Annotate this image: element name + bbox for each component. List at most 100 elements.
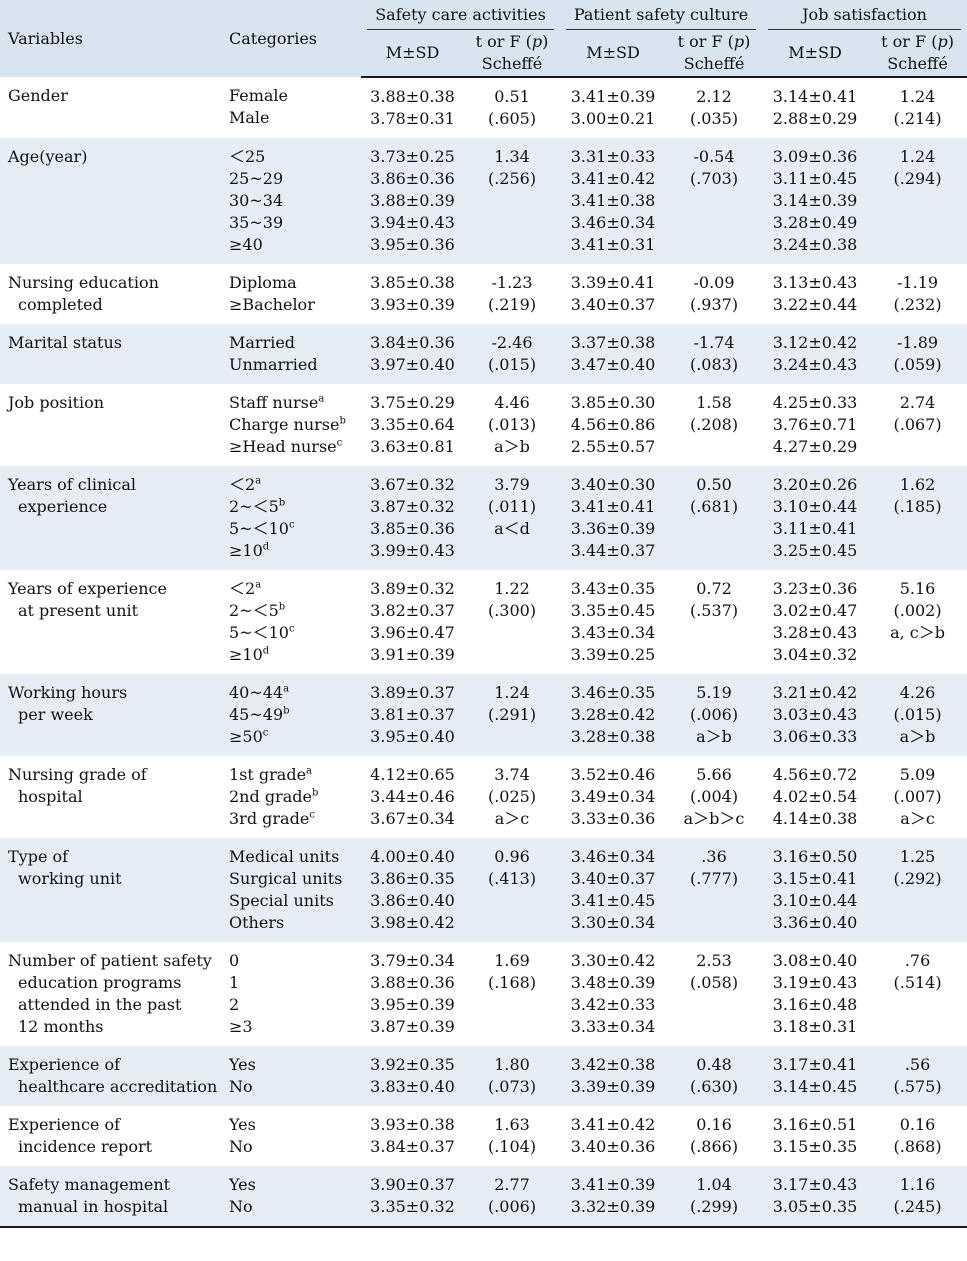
value-text: (.059) (893, 355, 942, 374)
value-text: 3.00±0.21 (570, 109, 656, 128)
value-text: 2.55±0.57 (570, 437, 656, 456)
value-text: 0.48 (696, 1055, 732, 1074)
value-text: 4.26 (899, 683, 936, 702)
value-text: (.219) (487, 295, 537, 314)
value-text: 3.41±0.38 (570, 191, 656, 210)
category-label: Diploma (229, 273, 297, 292)
category-label: ＜25 (229, 147, 266, 166)
value-text: 3.46±0.34 (570, 213, 656, 232)
table-row: Years of experience at present unit ＜2a 2~＜… (0, 570, 967, 674)
safety-care-stat-cell: 1.34 (.256) (464, 138, 561, 264)
value-text: 3.20±0.26 (772, 475, 858, 494)
header-safety-care-activities: Safety care activities (361, 0, 561, 30)
value-text: 3.22±0.44 (772, 295, 858, 314)
value-text: .56 (904, 1055, 931, 1074)
job-satisfaction-msd-cell: 3.20±0.26 3.10±0.44 3.11±0.41 3.25±0.45 (762, 466, 869, 570)
variable-cell: Gender (0, 77, 221, 138)
job-satisfaction-msd-cell: 3.13±0.43 3.22±0.44 (762, 264, 868, 324)
safety-care-stat-cell: 1.80 (.073) (464, 1046, 561, 1106)
category-label: Staff nurse (229, 393, 319, 412)
value-text: 0.51 (494, 87, 530, 106)
patient-safety-stat-cell: 0.72 (.537) (666, 570, 762, 674)
value-text: 3.98±0.42 (370, 913, 455, 932)
value-text: 1.80 (494, 1055, 530, 1074)
value-text: 3.28±0.38 (570, 727, 656, 746)
value-text: (.292) (893, 869, 942, 888)
value-text: 3.41±0.42 (570, 1115, 656, 1134)
category-label: 40~44 (229, 683, 284, 702)
value-text: 3.99±0.43 (370, 541, 455, 560)
patient-safety-stat-cell: 0.16 (.866) (666, 1106, 762, 1166)
table-row: Type of working unit Medical units Surgical… (0, 838, 967, 942)
value-text: 3.79 (494, 475, 530, 494)
value-text: 3.78±0.31 (370, 109, 455, 128)
table-body: Gender Female Male 3.88±0.38 3.78±0.31 0.51 (.… (0, 77, 967, 1228)
value-text: (.777) (689, 869, 739, 888)
table-row: Years of clinical experience ＜2a 2~＜5b 5~＜10… (0, 466, 967, 570)
value-text: 3.35±0.45 (570, 601, 656, 620)
variable-cell: Experience of healthcare accreditation (0, 1046, 221, 1106)
value-text: 3.85±0.36 (370, 519, 455, 538)
category-label: Others (229, 913, 285, 932)
variable-label: Safety management (8, 1175, 171, 1194)
value-text: (.703) (689, 169, 739, 188)
value-text: -1.89 (897, 333, 939, 352)
value-text: 2.12 (696, 87, 732, 106)
group-superscript: b (283, 705, 290, 717)
category-label: Special units (229, 891, 334, 910)
value-text: 3.43±0.35 (570, 579, 656, 598)
value-text: (.104) (487, 1137, 537, 1156)
category-cell: 1st gradea 2nd gradeb 3rd gradec (221, 756, 361, 838)
value-text: 3.88±0.36 (370, 973, 455, 992)
value-text: 4.56±0.86 (570, 415, 656, 434)
group-superscript: c (336, 437, 343, 449)
safety-care-msd-cell: 3.92±0.35 3.83±0.40 (361, 1046, 464, 1106)
value-text: 2.53 (696, 951, 732, 970)
value-text: 1.04 (696, 1175, 732, 1194)
value-text: 3.18±0.31 (772, 1017, 858, 1036)
group-superscript: a (255, 475, 262, 487)
value-text: 3.24±0.43 (772, 355, 858, 374)
value-text: 3.41±0.42 (570, 169, 656, 188)
value-text: 4.46 (494, 393, 530, 412)
value-text: 1.22 (494, 579, 530, 598)
job-satisfaction-stat-cell: .76 (.514) (868, 942, 967, 1046)
value-text: 0.96 (494, 847, 530, 866)
value-text: 3.43±0.34 (570, 623, 656, 642)
value-text: 1.58 (696, 393, 732, 412)
category-label: 45~49 (229, 705, 284, 724)
table-row: Nursing education completed Diploma ≥Bachel… (0, 264, 967, 324)
value-text: (.413) (487, 869, 537, 888)
header-categories: Categories (221, 0, 361, 77)
value-text: 3.05±0.35 (772, 1197, 858, 1216)
value-text: 3.12±0.42 (772, 333, 858, 352)
value-text: 4.12±0.65 (370, 765, 455, 784)
value-text: 1.62 (899, 475, 936, 494)
value-text: 3.33±0.36 (570, 809, 656, 828)
value-text: 3.23±0.36 (772, 579, 858, 598)
patient-safety-msd-cell: 3.39±0.41 3.40±0.37 (560, 264, 666, 324)
table-row: Experience of incidence report Yes No 3.93±0… (0, 1106, 967, 1166)
variable-label: Type of (8, 847, 69, 866)
patient-safety-stat-cell: -1.74 (.083) (666, 324, 763, 384)
value-text: 3.85±0.30 (570, 393, 656, 412)
value-text: (.214) (893, 109, 942, 128)
group-superscript: a (255, 579, 262, 591)
job-satisfaction-msd-cell: 3.09±0.36 3.11±0.45 3.14±0.39 3.28±0.49 3.24… (762, 138, 869, 264)
variable-label: hospital (18, 787, 83, 806)
variable-label: per week (18, 705, 93, 724)
value-text: a＞b (696, 727, 732, 746)
value-text: 3.36±0.39 (570, 519, 656, 538)
value-text: 3.32±0.39 (570, 1197, 656, 1216)
category-label: Male (229, 108, 270, 127)
value-text: 3.63±0.81 (370, 437, 455, 456)
value-text: 5.19 (696, 683, 732, 702)
job-satisfaction-stat-cell: 1.16 (.245) (868, 1166, 967, 1228)
value-text: (.575) (893, 1077, 942, 1096)
group-superscript: a (306, 765, 313, 777)
header-msd: M±SD (762, 30, 869, 78)
value-text: 3.31±0.33 (570, 147, 656, 166)
group-superscript: b (311, 787, 319, 799)
value-text: 3.36±0.40 (772, 913, 858, 932)
category-label: 3rd grade (229, 809, 310, 828)
